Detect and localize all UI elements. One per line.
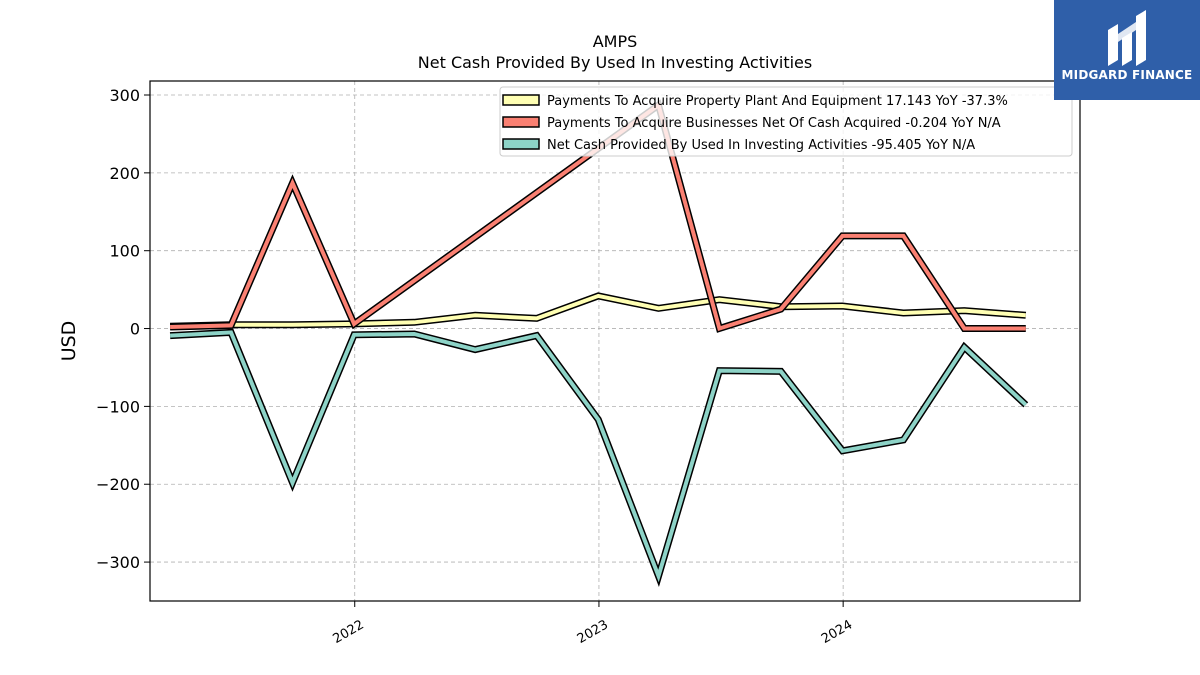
x-ticks: 2022 2023 2024 — [331, 601, 855, 647]
series-lines — [169, 99, 1029, 587]
x-tick-label: 2023 — [575, 617, 611, 647]
legend-box — [499, 86, 1073, 157]
legend-swatch — [502, 94, 540, 106]
legend-entry: Payments To Acquire Businesses Net Of Ca… — [547, 116, 1001, 131]
y-tick-label: −200 — [96, 475, 140, 494]
series-line-outline — [169, 328, 1029, 587]
chart-subtitle: Net Cash Provided By Used In Investing A… — [418, 53, 812, 72]
legend-entry: Payments To Acquire Property Plant And E… — [547, 94, 1008, 109]
y-tick-label: 100 — [109, 242, 140, 261]
legend-entry: Net Cash Provided By Used In Investing A… — [547, 138, 975, 153]
logo-text: MIDGARD FINANCE — [1061, 68, 1193, 82]
plot-area-frame — [149, 80, 1081, 602]
y-ticks: 300 200 100 0 −100 −200 −300 — [96, 86, 150, 572]
series-line-2 — [170, 101, 1026, 332]
x-tick-label: 2024 — [819, 617, 855, 647]
gridlines — [150, 81, 1080, 601]
y-tick-label: 200 — [109, 164, 140, 183]
midgard-finance-logo: MIDGARD FINANCE — [1054, 0, 1200, 100]
y-tick-label: −300 — [96, 553, 140, 572]
legend-swatch — [502, 116, 540, 128]
legend-swatch — [502, 138, 540, 150]
series-line-1 — [170, 293, 1026, 329]
chart-title: AMPS — [593, 32, 638, 51]
legend: Payments To Acquire Property Plant And E… — [499, 86, 1073, 157]
logo-mark-icon — [1108, 10, 1146, 66]
y-tick-label: 300 — [109, 86, 140, 105]
y-tick-label: 0 — [130, 320, 140, 339]
x-tick-label: 2022 — [331, 617, 367, 647]
y-axis-label: USD — [58, 321, 80, 362]
y-tick-label: −100 — [96, 397, 140, 416]
series-line-3 — [169, 330, 1028, 583]
